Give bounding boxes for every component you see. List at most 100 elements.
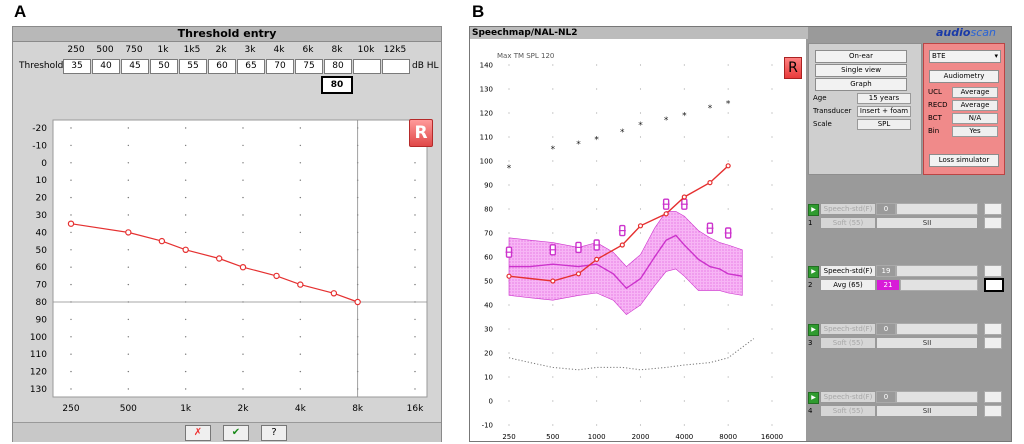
right-ear-badge-b[interactable]: R [784,57,802,79]
threshold-spl-point[interactable] [506,273,512,279]
audiogram-y-tick: 30 [36,211,48,221]
age-value[interactable]: 15 years [857,93,911,104]
grid-dot [639,184,642,186]
ucl-value[interactable]: Average [952,87,998,98]
audiogram-chart[interactable]: -20 -10 0 10 20 30 40 50 60 70 80 90 100 110 120 130 250… [13,27,441,422]
signal-meter [896,265,978,277]
grid-icon[interactable] [984,391,1002,403]
grid-icon[interactable] [984,405,1002,417]
threshold-cell-0[interactable]: 35 [63,59,91,74]
threshold-cell-11[interactable] [382,59,410,74]
grid-dot [184,196,187,199]
selected-threshold-field[interactable]: 80 [321,76,353,94]
signal-select[interactable]: Speech-std(F) [820,203,876,215]
grid-icon[interactable] [984,265,1002,277]
dialog-button-row: ✗ ✔ ? [13,422,441,442]
threshold-cell-7[interactable]: 70 [266,59,294,74]
grid-dot [771,184,773,186]
threshold-spl-point[interactable] [663,211,669,217]
audiometry-button[interactable]: Audiometry [929,70,999,83]
play-icon[interactable]: ▶ [808,324,819,336]
threshold-point[interactable] [273,272,280,280]
signal-select[interactable]: Speech-std(F) [820,265,876,277]
threshold-cell-4[interactable]: 55 [179,59,207,74]
grid-dot [552,232,554,234]
threshold-point[interactable] [182,246,189,253]
signal-meter [896,323,978,335]
threshold-cell-1[interactable]: 40 [92,59,120,74]
audiogram-x-tick: 4k [295,404,307,414]
threshold-spl-point[interactable] [575,271,582,277]
help-button[interactable]: ? [261,425,287,441]
threshold-point[interactable] [125,229,132,236]
threshold-cell-8[interactable]: 75 [295,59,323,74]
threshold-spl-point[interactable] [707,180,713,186]
threshold-point[interactable] [67,220,75,227]
level-select[interactable]: Soft (55) [820,337,876,349]
grid-icon[interactable] [984,217,1002,229]
bin-value[interactable]: Yes [952,126,998,137]
grid-icon[interactable] [984,203,1002,215]
grid-dot [639,88,642,90]
threshold-cell-9[interactable]: 80 [324,59,352,74]
grid-dot [184,318,187,321]
threshold-point[interactable] [216,255,223,262]
threshold-cell-2[interactable]: 45 [121,59,149,74]
signal-select[interactable]: Speech-std(F) [820,323,876,335]
speechmap-x-tick: 4000 [675,433,693,441]
right-ear-badge[interactable]: R [409,119,433,147]
threshold-spl-point[interactable] [594,256,600,262]
single-view-button[interactable]: Single view [815,64,907,77]
sii-value: 21 [876,279,900,291]
recd-value[interactable]: Average [952,100,998,111]
ucl-label: UCL [928,88,942,96]
threshold-cell-5[interactable]: 60 [208,59,236,74]
threshold-spl-point[interactable] [725,163,731,169]
style-select[interactable]: BTE ▾ [929,50,1001,63]
loss-simulator-button[interactable]: Loss simulator [929,154,999,167]
audiogram-y-tick: 60 [36,263,48,273]
level-select[interactable]: Avg (65) [820,279,876,291]
grid-dot [683,328,685,330]
threshold-cell-6[interactable]: 65 [237,59,265,74]
transducer-value[interactable]: Insert + foam [857,106,911,117]
grid-dot [508,352,510,354]
scale-value[interactable]: SPL [857,119,911,130]
grid-dot [70,196,72,199]
threshold-spl-point[interactable] [550,278,556,284]
threshold-point[interactable] [297,281,304,288]
play-icon[interactable]: ▶ [808,392,819,404]
level-select[interactable]: Soft (55) [820,405,876,417]
threshold-point[interactable] [354,298,361,306]
threshold-point[interactable] [330,290,338,297]
level-select[interactable]: Soft (55) [820,217,876,229]
curve-icon[interactable] [984,278,1004,292]
threshold-point[interactable] [158,237,166,245]
ok-button[interactable]: ✔ [223,425,249,441]
grid-dot [299,266,302,268]
threshold-point[interactable] [239,263,247,271]
threshold-cell-10[interactable] [353,59,381,74]
frequency-header-3: 1k [157,45,169,55]
grid-icon[interactable] [984,323,1002,335]
threshold-cell-3[interactable]: 50 [150,59,178,74]
cancel-button[interactable]: ✗ [185,425,211,441]
threshold-spl-point[interactable] [637,223,644,229]
signal-select[interactable]: Speech-std(F) [820,391,876,403]
threshold-spl-point[interactable] [619,242,625,248]
play-icon[interactable]: ▶ [808,204,819,216]
ucl-marker: * [664,116,669,126]
frequency-header-10: 10k [357,45,375,55]
grid-dot [683,184,685,186]
speechmap-chart[interactable]: -10 0 10 20 30 40 50 60 70 80 90 100 110 120 130 140 250… [470,39,806,441]
graph-button[interactable]: Graph [815,78,907,91]
threshold-spl-point[interactable] [681,194,687,200]
grid-dot [508,304,510,306]
grid-dot [727,64,729,66]
bct-value[interactable]: N/A [952,113,998,124]
on-ear-button[interactable]: On-ear [815,50,907,63]
threshold-entry-panel: Threshold entry 250 500 750 1k 1k5 2k 3k 4k 6k 8k… [12,26,442,442]
grid-icon[interactable] [984,337,1002,349]
play-icon[interactable]: ▶ [808,266,819,278]
grid-dot [552,208,554,210]
